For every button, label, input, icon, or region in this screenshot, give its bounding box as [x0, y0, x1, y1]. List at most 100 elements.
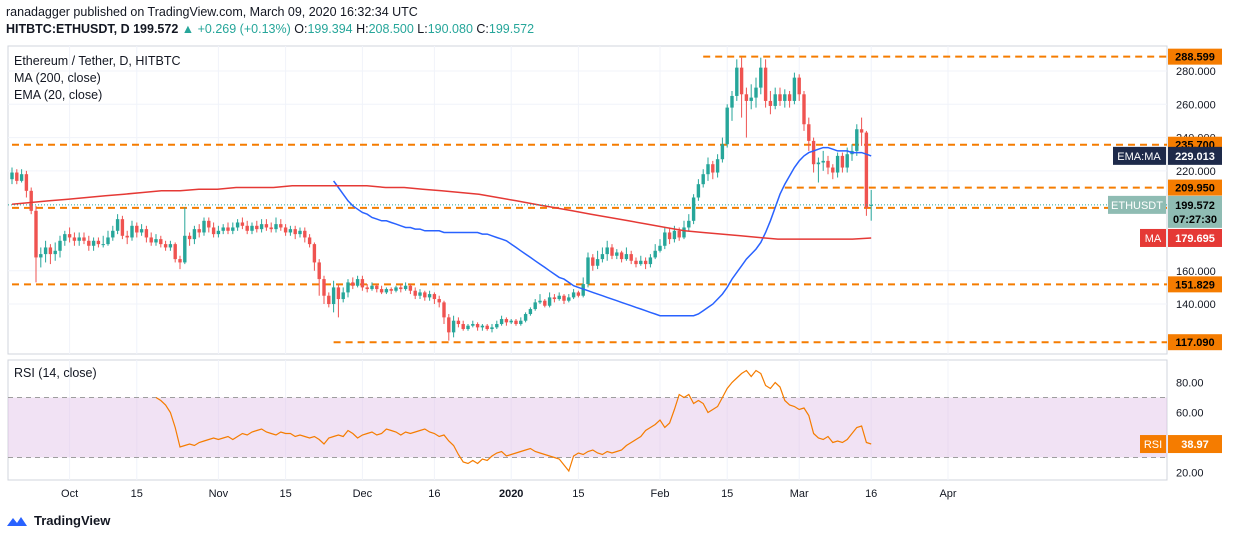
candle-body — [67, 234, 72, 238]
rsi-pane-frame — [7, 359, 1168, 481]
open-value: 199.394 — [307, 22, 353, 36]
tradingview-logo-icon — [7, 516, 27, 526]
candle-body — [226, 227, 230, 231]
candle-body — [787, 94, 792, 101]
candle-body — [509, 320, 513, 323]
price-change: +0.269 (+0.13%) — [197, 22, 291, 36]
candle-body — [466, 325, 470, 330]
level-label: 151.829 — [1175, 279, 1215, 291]
price-tick-label: 220.000 — [1176, 166, 1216, 178]
candle-body — [456, 320, 461, 325]
candle-body — [264, 224, 269, 228]
candle-body — [173, 244, 177, 260]
candle-body — [216, 230, 221, 235]
candle-body — [499, 319, 504, 325]
candle-body — [859, 129, 864, 133]
tradingview-brand: TradingView — [34, 513, 111, 528]
candle-body — [135, 225, 139, 233]
candle-body — [831, 167, 835, 173]
tradingview-logo[interactable]: TradingView — [6, 513, 110, 528]
publish-info: ranadagger published on TradingView.com,… — [6, 5, 418, 19]
candle-body — [245, 225, 249, 231]
level-label-box — [1168, 179, 1222, 196]
candle-body — [125, 235, 129, 238]
candle-body — [183, 235, 187, 263]
candle-body — [442, 302, 446, 318]
candle-body — [279, 224, 283, 228]
rsi-band — [8, 397, 1167, 458]
level-label: 288.599 — [1175, 52, 1215, 64]
candle-body — [533, 302, 537, 310]
open-label: O: — [294, 22, 308, 36]
candle-body — [312, 244, 317, 263]
ma-value: 179.695 — [1175, 233, 1215, 245]
candle-body — [303, 230, 307, 238]
candle-body — [111, 230, 115, 238]
candle-body — [231, 227, 235, 231]
candle-body — [687, 220, 691, 228]
candle-body — [754, 87, 758, 98]
low-value: 190.080 — [427, 22, 473, 36]
candle-body — [826, 160, 830, 168]
countdown-timer: 07:27:30 — [1173, 214, 1217, 226]
candle-body — [10, 172, 14, 180]
candle-body — [855, 129, 859, 151]
candle-body — [869, 204, 873, 206]
last-price: 199.572 — [133, 22, 179, 36]
candle-body — [835, 155, 840, 173]
candle-body — [864, 132, 869, 208]
candle-body — [96, 240, 101, 245]
high-value: 208.500 — [368, 22, 414, 36]
level-label: 117.090 — [1175, 337, 1214, 349]
candle-body — [701, 174, 705, 185]
candle-body — [778, 94, 782, 101]
candle-body — [197, 229, 201, 233]
candle-body — [370, 285, 374, 290]
candle-body — [744, 94, 749, 101]
time-tick-label: 2020 — [499, 488, 523, 500]
candle-body — [615, 252, 619, 256]
ethusdt-value: 199.572 — [1175, 200, 1215, 212]
candle-body — [115, 219, 120, 231]
candle-body — [154, 239, 158, 243]
candle-body — [39, 254, 43, 258]
candle-body — [283, 227, 288, 233]
candle-body — [399, 287, 403, 290]
candle-body — [696, 184, 701, 198]
candle-body — [408, 285, 413, 291]
candle-body — [610, 247, 614, 256]
candle-body — [725, 107, 729, 145]
candle-body — [29, 190, 33, 211]
candle-body — [106, 237, 110, 245]
candle-body — [619, 252, 624, 260]
time-tick-label: Oct — [61, 488, 78, 500]
candle-body — [159, 239, 163, 245]
candle-body — [523, 314, 528, 321]
candle-body — [495, 324, 499, 328]
candle-body — [130, 225, 134, 238]
candle-body — [418, 292, 422, 296]
candle-body — [749, 97, 753, 101]
level-label-box — [1168, 334, 1222, 351]
ma-value-box — [1168, 228, 1222, 247]
candle-body — [663, 232, 667, 246]
candle-body — [562, 295, 566, 301]
time-tick-label: Apr — [939, 488, 956, 500]
candle-body — [639, 260, 643, 265]
candle-body — [643, 260, 648, 265]
candle-body — [63, 234, 67, 241]
candle-body — [149, 237, 153, 243]
candle-body — [394, 287, 398, 291]
time-tick-label: 16 — [428, 488, 440, 500]
close-label: C: — [476, 22, 489, 36]
candle-body — [293, 229, 297, 235]
rsi-value: 38.97 — [1181, 439, 1209, 451]
candle-body — [653, 250, 657, 258]
candle-body — [322, 279, 326, 296]
candle-body — [259, 224, 264, 230]
candle-body — [768, 100, 773, 106]
chart-title: Ethereum / Tether, D, HITBTC — [14, 54, 181, 68]
candle-body — [821, 160, 825, 163]
candle-body — [802, 94, 806, 125]
